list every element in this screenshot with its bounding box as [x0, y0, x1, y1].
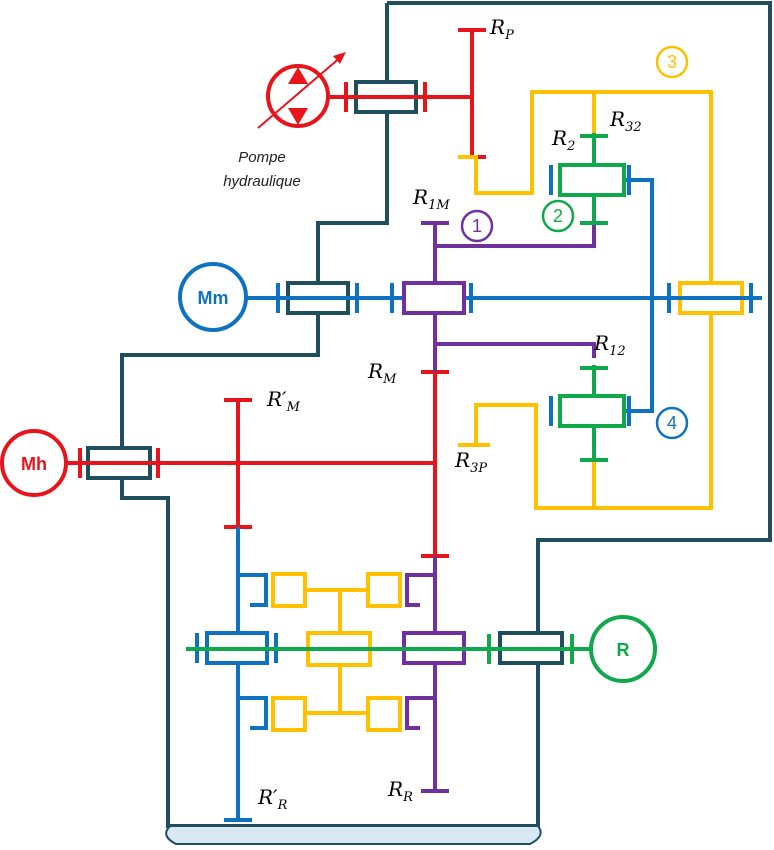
yellow-differential-carrier — [271, 572, 402, 732]
ground-base — [165, 825, 542, 845]
pump-label-line1: Pompe — [238, 149, 286, 166]
label-rp: RP — [489, 15, 514, 43]
bubble-2-label: 2 — [553, 206, 563, 226]
hydraulic-pump-icon — [257, 52, 346, 129]
label-r3p: R3P — [454, 448, 487, 476]
motor-mm: Mm — [178, 262, 248, 332]
label-r1m: R1M — [412, 185, 450, 213]
bubble-4: 4 — [655, 406, 689, 440]
bubble-3-label: 3 — [667, 52, 677, 72]
motor-mh: Mh — [0, 429, 68, 497]
label-rm: RM — [367, 359, 397, 387]
motor-mm-label: Mm — [198, 288, 229, 308]
bubble-1: 1 — [460, 209, 494, 243]
bubble-1-label: 1 — [472, 216, 482, 236]
frame-bearing-links — [120, 112, 389, 498]
green-planets — [186, 133, 626, 664]
label-rr: RR — [387, 777, 413, 805]
output-r: R — [589, 615, 657, 683]
label-rprime-m: R′M — [266, 387, 301, 415]
motor-mh-label: Mh — [21, 454, 47, 474]
label-r12: R12 — [593, 331, 626, 359]
label-rprime-r: R′R — [257, 785, 288, 813]
housing-frame — [120, 1, 772, 828]
purple-bearing-main — [402, 281, 466, 315]
label-r32: R32 — [609, 107, 642, 135]
bubble-3: 3 — [655, 45, 689, 79]
bubble-2: 2 — [541, 199, 575, 233]
label-r2: R2 — [551, 126, 575, 154]
output-r-label: R — [617, 640, 630, 660]
frame-bearings — [86, 80, 564, 665]
pump-label-line2: hydraulique — [223, 173, 301, 190]
bubble-4-label: 4 — [667, 413, 677, 433]
red-shafts — [66, 28, 486, 558]
blue-shafts — [195, 165, 762, 822]
